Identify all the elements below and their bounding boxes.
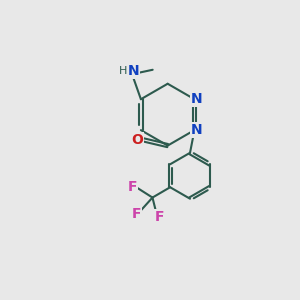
Text: F: F [155, 210, 165, 224]
Text: N: N [191, 92, 202, 106]
Text: N: N [128, 64, 139, 78]
Text: F: F [128, 180, 137, 194]
Text: F: F [131, 207, 141, 221]
Text: H: H [118, 66, 127, 76]
Text: N: N [191, 123, 202, 137]
Text: O: O [131, 133, 143, 147]
